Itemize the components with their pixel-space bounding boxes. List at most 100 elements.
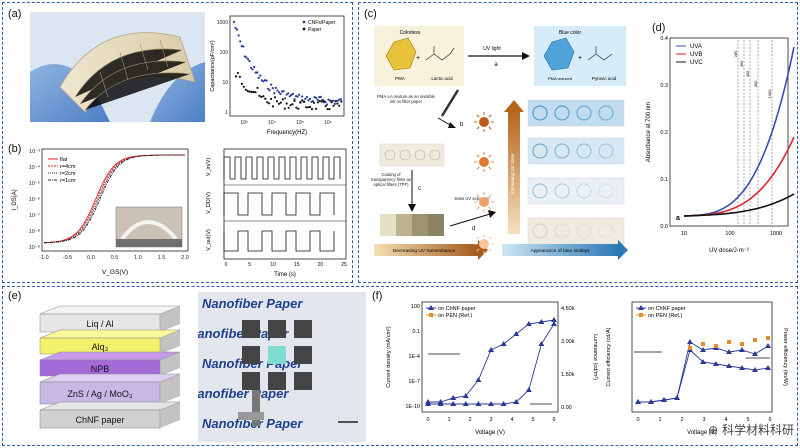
data-marker (687, 339, 693, 344)
data-marker (726, 363, 732, 368)
panel-c-coating-text: Coating of transparency films as optical… (371, 172, 411, 188)
data-marker (500, 401, 507, 406)
ref-marker (766, 336, 770, 340)
scatter-point (251, 68, 254, 71)
panel-a-series-paper (234, 71, 343, 111)
scatter-point (283, 107, 286, 110)
scatter-point (290, 93, 293, 97)
scatter-point (339, 98, 342, 101)
scatter-point (273, 96, 277, 99)
tick-label: 15 (294, 262, 300, 268)
scatter-point (298, 93, 301, 96)
scatter-point (308, 97, 312, 100)
tick-label: 4 (510, 417, 513, 423)
smiley-icon (429, 149, 441, 161)
panel-a-ylabel: Capacitance(pF/cm²) (210, 40, 216, 92)
layer-label: Alq₃ (92, 342, 109, 352)
svg-text:d: d (472, 226, 475, 232)
tick-label: 0.00 (561, 405, 572, 411)
scatter-point (236, 28, 239, 31)
data-marker (437, 401, 444, 406)
scatter-point (332, 99, 335, 102)
data-marker (450, 395, 457, 400)
scatter-point (242, 85, 245, 88)
tick-label: 0 (225, 262, 228, 268)
scatter-point (313, 96, 316, 99)
panel-c-solar-text: Solar UV exposure (454, 196, 490, 201)
panel-b-vdd-label: V_DD(V) (206, 192, 212, 214)
scatter-point (254, 91, 257, 94)
uv-series-line (683, 193, 795, 217)
tick-label: 10⁻⁷ (29, 212, 40, 219)
scatter-point (332, 104, 335, 107)
svg-text:10⁴: 10⁴ (268, 120, 276, 126)
scatter-point (287, 106, 290, 109)
scatter-point (277, 102, 280, 105)
svg-text:+: + (416, 55, 420, 62)
svg-text:+: + (578, 55, 582, 62)
tick-label: 0.3 (660, 83, 668, 89)
tick-label: -1.0 (39, 255, 48, 261)
sun-icon (474, 112, 494, 132)
label-d: (d) (652, 22, 666, 34)
smiley-icon (576, 143, 592, 159)
scatter-point (299, 101, 302, 104)
scatter-point (285, 102, 288, 105)
watermark: ⊕ 科学材料科研 (708, 423, 794, 437)
svg-text:Pyruvic acid: Pyruvic acid (592, 76, 617, 81)
panel-c-pma-la-text: PMA-LA mixture as an invisible ink on fi… (377, 94, 435, 105)
tick-label: 25 (341, 262, 347, 268)
scatter-point (240, 82, 243, 85)
scatter-point (336, 99, 339, 102)
data-marker (525, 321, 532, 326)
scatter-point (270, 97, 273, 101)
label-e: (e) (8, 290, 22, 302)
scatter-point (246, 89, 249, 92)
scatter-point (324, 105, 327, 108)
scatter-point (303, 100, 306, 103)
data-marker (462, 401, 469, 406)
scatter-point (279, 92, 282, 96)
scatter-point (301, 99, 304, 102)
scatter-point (284, 97, 287, 100)
scatter-point (328, 108, 331, 111)
scatter-point (296, 95, 299, 98)
panel-b-ylabel: I_DS(A) (12, 189, 18, 210)
tick-label: 1000 (770, 231, 782, 237)
scatter-point (289, 104, 292, 107)
frame-ab (2, 2, 353, 283)
data-marker (648, 399, 654, 404)
data-marker (700, 359, 706, 364)
tick-label: 0.4 (660, 36, 668, 42)
scatter-point (311, 100, 315, 103)
scatter-point (256, 71, 259, 74)
scatter-point (277, 91, 281, 94)
tick-label: 2.0 (181, 255, 189, 261)
tick-label: 3 (489, 417, 492, 423)
scatter-point (276, 89, 279, 92)
pma-molecule (385, 37, 417, 71)
panel-e-device-stack: Liq / Al Alq₃ NPB ZnS / Ag / MoO₃ ChNF paper (39, 305, 181, 429)
sun-icon (474, 152, 494, 172)
panel-d-xlabel: UV dose/J·m⁻² (709, 248, 749, 254)
tick-label: 6 (768, 417, 771, 423)
scatter-point (282, 90, 285, 93)
scatter-point (248, 60, 251, 63)
scatter-point (275, 100, 278, 103)
ref-marker (727, 340, 731, 344)
panel-f-left-legend-1: on PEN (Ref.) (438, 313, 472, 319)
smiley-icon (598, 223, 614, 239)
scatter-point (238, 75, 241, 78)
scatter-point (259, 74, 262, 77)
photo-text: Nanofiber Paper (198, 386, 289, 401)
scatter-point (287, 92, 290, 95)
scatter-point (273, 92, 276, 95)
panel-b-xlabel: V_GS(V) (102, 269, 128, 276)
panel-f-right-series (634, 336, 771, 404)
panel-c-decreasing: Decreasing UV transmittance (393, 248, 456, 254)
scatter-point (305, 106, 308, 109)
device-layer: Liq / Al (39, 305, 181, 333)
tick-label: 1E-7 (408, 379, 420, 385)
tick-label: 100 (725, 231, 734, 237)
smiley-icon (576, 183, 592, 199)
